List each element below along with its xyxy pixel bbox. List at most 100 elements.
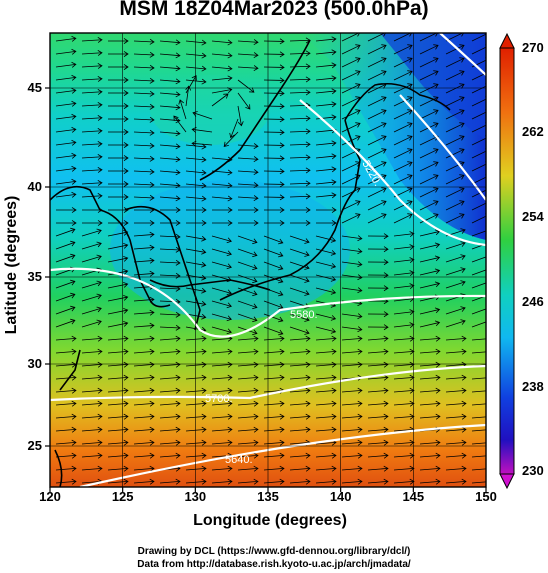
wind-vector <box>393 452 415 459</box>
wind-vector <box>133 194 155 201</box>
wind-vector <box>263 103 285 110</box>
wind-vector <box>445 478 467 485</box>
wind-vector <box>55 279 76 289</box>
wind-vector <box>107 38 129 44</box>
wind-vector <box>445 254 466 263</box>
wind-vector <box>211 300 232 309</box>
wind-vector <box>237 261 258 271</box>
wind-vector <box>341 439 363 446</box>
wind-vector <box>159 335 181 342</box>
wind-vector <box>289 400 311 407</box>
wind-vector <box>445 96 465 107</box>
wind-vector <box>393 478 415 485</box>
wind-vector <box>341 348 363 355</box>
wind-vector <box>263 452 285 459</box>
wind-vector <box>159 478 181 485</box>
wind-vector <box>55 292 76 302</box>
wind-vector <box>185 348 207 355</box>
wind-vector <box>133 168 155 175</box>
wind-vector <box>185 452 207 459</box>
wind-vector <box>367 465 389 472</box>
wind-vector <box>419 70 439 81</box>
wind-vector <box>393 348 415 355</box>
wind-vector <box>159 104 181 111</box>
wind-vector <box>238 220 259 226</box>
wind-vector <box>108 207 129 213</box>
wind-vector <box>178 99 187 120</box>
wind-vector <box>211 248 232 257</box>
wind-vector <box>367 478 389 485</box>
wind-vector <box>315 400 337 407</box>
wind-vector <box>81 319 102 328</box>
wind-vector <box>133 387 155 394</box>
wind-vector <box>133 374 155 381</box>
wind-vector <box>419 33 439 42</box>
wind-vector <box>159 426 181 433</box>
wind-vector <box>289 274 310 283</box>
wind-vector <box>289 180 311 187</box>
wind-vector <box>341 426 363 433</box>
wind-vector <box>445 465 467 472</box>
wind-vector <box>211 52 233 59</box>
wind-vector <box>237 400 259 407</box>
wind-vector <box>192 111 213 120</box>
wind-vector <box>367 361 389 368</box>
wind-vector <box>133 413 155 420</box>
wind-vector <box>185 169 207 176</box>
wind-vector <box>471 230 486 237</box>
wind-vector <box>471 481 486 484</box>
wind-vector <box>81 50 103 56</box>
wind-vector <box>445 439 467 446</box>
x-axis-label: Longitude (degrees) <box>193 512 347 529</box>
colorbar-tick-label: 246 <box>522 294 544 309</box>
wind-vector <box>159 272 181 279</box>
wind-vector <box>367 57 387 68</box>
wind-vector <box>82 220 103 226</box>
wind-vector <box>185 52 207 59</box>
wind-vector <box>419 242 441 250</box>
wind-vector <box>55 400 77 407</box>
wind-vector <box>289 193 311 200</box>
wind-vector <box>107 229 129 237</box>
wind-vector <box>289 89 311 96</box>
wind-vector <box>289 387 311 394</box>
wind-vector <box>185 65 207 72</box>
wind-vector <box>133 478 155 485</box>
wind-vector <box>133 361 155 368</box>
wind-vector <box>237 195 259 202</box>
contour-label: 5640. <box>225 454 253 466</box>
wind-vector <box>263 194 285 201</box>
wind-vector <box>263 413 285 420</box>
wind-vector <box>393 122 413 133</box>
wind-vector <box>159 91 181 98</box>
wind-vector <box>107 64 129 70</box>
wind-vector <box>289 374 311 381</box>
wind-vector <box>211 348 233 355</box>
wind-vector <box>107 387 129 394</box>
wind-vector <box>367 426 389 433</box>
wind-vector <box>419 148 439 159</box>
wind-vector <box>263 326 284 336</box>
wind-vector <box>133 335 155 342</box>
wind-vector <box>419 255 441 263</box>
wind-vector <box>81 115 103 121</box>
wind-vector <box>445 426 467 433</box>
wind-vector <box>289 115 311 122</box>
wind-vector <box>367 413 389 420</box>
wind-vector <box>445 135 465 146</box>
wind-vector <box>159 361 181 368</box>
wind-vector <box>159 324 181 331</box>
wind-vector <box>341 313 363 320</box>
wind-vector <box>55 126 77 133</box>
wind-vector <box>315 413 337 420</box>
wind-vector <box>81 439 103 446</box>
wind-vector <box>471 295 486 302</box>
wind-vector <box>367 387 389 394</box>
wind-vector <box>471 161 486 172</box>
wind-vector <box>237 300 258 310</box>
wind-vector <box>237 143 259 150</box>
wind-vector <box>159 311 181 318</box>
wind-vector <box>263 90 285 97</box>
wind-vector <box>393 161 413 172</box>
wind-vector <box>134 220 155 226</box>
